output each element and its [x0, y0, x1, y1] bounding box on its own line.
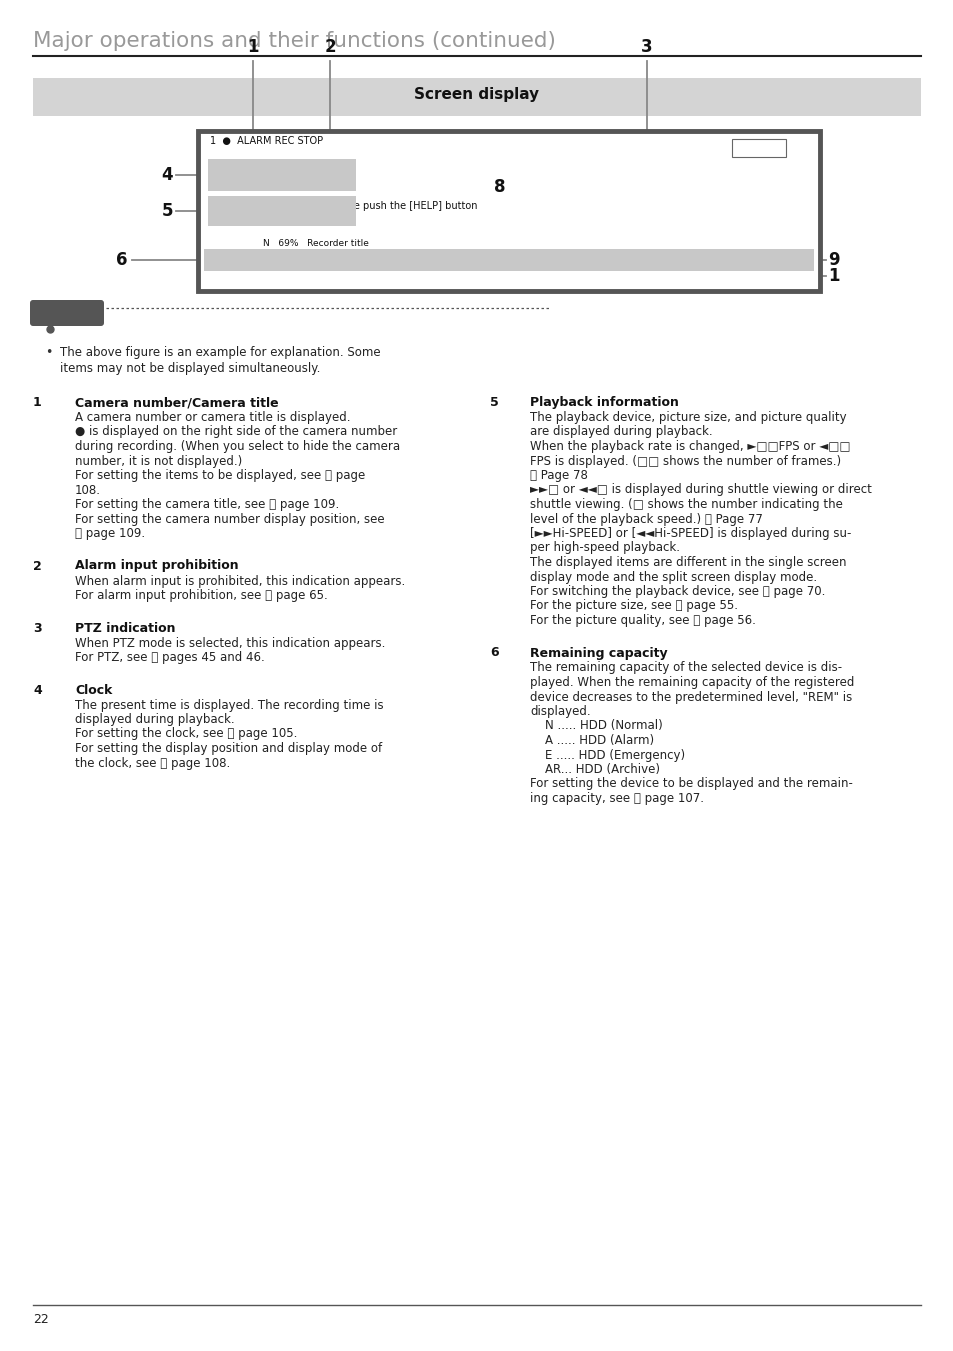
Text: For setting the display position and display mode of: For setting the display position and dis… — [75, 742, 382, 755]
Bar — [731, 139, 785, 157]
Text: 3: 3 — [33, 621, 42, 635]
Text: For setting the camera number display position, see: For setting the camera number display po… — [75, 512, 384, 526]
Text: 108.: 108. — [75, 484, 101, 497]
Text: A ..... HDD (Alarm): A ..... HDD (Alarm) — [530, 734, 654, 747]
Bar — [198, 131, 820, 290]
Text: REM: REM — [208, 251, 228, 259]
Text: Ⓡ Page 78: Ⓡ Page 78 — [530, 469, 587, 482]
Text: 8: 8 — [494, 178, 505, 196]
Text: The displayed items are different in the single screen: The displayed items are different in the… — [530, 557, 845, 569]
Text: the clock, see Ⓡ page 108.: the clock, see Ⓡ page 108. — [75, 757, 230, 770]
Text: For switching the playback device, see Ⓡ page 70.: For switching the playback device, see Ⓡ… — [530, 585, 824, 598]
Text: A   29%: A 29% — [257, 251, 293, 259]
Text: PTZ: PTZ — [737, 141, 755, 151]
Text: 1  ●  ALARM REC STOP: 1 ● ALARM REC STOP — [210, 136, 323, 146]
Text: The playback device, picture size, and picture quality: The playback device, picture size, and p… — [530, 411, 845, 424]
Bar — [208, 159, 355, 190]
Text: 6: 6 — [116, 251, 128, 269]
Text: HDD (EMR): HDD (EMR) — [212, 199, 267, 209]
Text: CIF · L3: CIF · L3 — [212, 212, 248, 222]
Text: displayed.: displayed. — [530, 705, 590, 717]
Text: Remaining capacity: Remaining capacity — [530, 647, 667, 659]
Text: 22: 22 — [33, 1313, 49, 1325]
Text: Ⓡ page 109.: Ⓡ page 109. — [75, 527, 145, 540]
Text: Playback information: Playback information — [530, 396, 679, 409]
Text: ►[SBM16]   ►[SBM16]   SYNC   [B]   COPY   ARCHIVE: ►[SBM16] ►[SBM16] SYNC [B] COPY ARCHIVE — [317, 251, 551, 259]
Text: When PTZ mode is selected, this indication appears.: When PTZ mode is selected, this indicati… — [75, 636, 385, 650]
Text: 01-19-2009 Mon: 01-19-2009 Mon — [212, 162, 292, 172]
Text: 1: 1 — [33, 396, 42, 409]
Text: For alarm input prohibition, see Ⓡ page 65.: For alarm input prohibition, see Ⓡ page … — [75, 589, 328, 603]
Text: played. When the remaining capacity of the registered: played. When the remaining capacity of t… — [530, 676, 854, 689]
Text: during recording. (When you select to hide the camera: during recording. (When you select to hi… — [75, 440, 399, 453]
Text: 3: 3 — [640, 38, 652, 55]
Text: Camera number/Camera title: Camera number/Camera title — [75, 396, 278, 409]
Text: ►►□ or ◄◄□ is displayed during shuttle viewing or direct: ►►□ or ◄◄□ is displayed during shuttle v… — [530, 484, 871, 497]
Text: number, it is not displayed.): number, it is not displayed.) — [75, 454, 242, 467]
Text: 5: 5 — [490, 396, 498, 409]
Text: Notice: Notice — [48, 305, 86, 315]
Text: 1: 1 — [827, 267, 839, 285]
Text: Please push the [HELP] button: Please push the [HELP] button — [328, 201, 477, 211]
Text: For PTZ, see Ⓡ pages 45 and 46.: For PTZ, see Ⓡ pages 45 and 46. — [75, 651, 265, 663]
Bar — [208, 196, 355, 226]
Text: ing capacity, see Ⓡ page 107.: ing capacity, see Ⓡ page 107. — [530, 792, 703, 805]
Text: When alarm input is prohibited, this indication appears.: When alarm input is prohibited, this ind… — [75, 574, 405, 588]
Text: PTZ indication: PTZ indication — [75, 621, 175, 635]
Text: Major operations and their functions (continued): Major operations and their functions (co… — [33, 31, 556, 51]
Text: 1: 1 — [247, 38, 258, 55]
Text: 15:00:45: 15:00:45 — [212, 176, 255, 186]
Text: •: • — [45, 346, 52, 359]
Text: are displayed during playback.: are displayed during playback. — [530, 426, 712, 439]
Text: The present time is displayed. The recording time is: The present time is displayed. The recor… — [75, 698, 383, 712]
Text: The remaining capacity of the selected device is dis-: The remaining capacity of the selected d… — [530, 662, 841, 674]
Text: 9: 9 — [827, 251, 839, 269]
Text: For setting the camera title, see Ⓡ page 109.: For setting the camera title, see Ⓡ page… — [75, 499, 339, 511]
Text: AR... HDD (Archive): AR... HDD (Archive) — [530, 763, 659, 775]
Text: N   69%   Recorder title: N 69% Recorder title — [263, 239, 369, 249]
Text: For setting the clock, see Ⓡ page 105.: For setting the clock, see Ⓡ page 105. — [75, 727, 297, 740]
Text: 4: 4 — [161, 166, 172, 184]
Text: level of the playback speed.) Ⓡ Page 77: level of the playback speed.) Ⓡ Page 77 — [530, 512, 762, 526]
Text: per high-speed playback.: per high-speed playback. — [530, 542, 679, 554]
FancyBboxPatch shape — [30, 300, 104, 326]
Text: Alarm input prohibition: Alarm input prohibition — [75, 559, 238, 573]
Text: 7: 7 — [364, 251, 375, 269]
Text: 4: 4 — [33, 684, 42, 697]
Text: display mode and the split screen display mode.: display mode and the split screen displa… — [530, 570, 817, 584]
Bar — [204, 249, 813, 272]
Text: FPS is displayed. (□□ shows the number of frames.): FPS is displayed. (□□ shows the number o… — [530, 454, 841, 467]
Text: For the picture size, see Ⓡ page 55.: For the picture size, see Ⓡ page 55. — [530, 600, 738, 612]
Text: When the playback rate is changed, ►□□FPS or ◄□□: When the playback rate is changed, ►□□FP… — [530, 440, 850, 453]
Text: 5: 5 — [161, 203, 172, 220]
Text: For setting the device to be displayed and the remain-: For setting the device to be displayed a… — [530, 777, 852, 790]
Text: 6: 6 — [490, 647, 498, 659]
Text: displayed during playback.: displayed during playback. — [75, 713, 234, 725]
Text: A camera number or camera title is displayed.: A camera number or camera title is displ… — [75, 411, 350, 424]
Text: Screen display: Screen display — [414, 88, 539, 103]
Bar — [33, 78, 920, 116]
Text: The above figure is an example for explanation. Some: The above figure is an example for expla… — [60, 346, 380, 359]
Text: E ..... HDD (Emergency): E ..... HDD (Emergency) — [530, 748, 684, 762]
Text: items may not be displayed simultaneously.: items may not be displayed simultaneousl… — [60, 362, 320, 376]
Text: shuttle viewing. (□ shows the number indicating the: shuttle viewing. (□ shows the number ind… — [530, 499, 842, 511]
Text: ● is displayed on the right side of the camera number: ● is displayed on the right side of the … — [75, 426, 396, 439]
Text: device decreases to the predetermined level, "REM" is: device decreases to the predetermined le… — [530, 690, 851, 704]
Text: For the picture quality, see Ⓡ page 56.: For the picture quality, see Ⓡ page 56. — [530, 613, 755, 627]
Text: 2: 2 — [33, 559, 42, 573]
Text: 2: 2 — [324, 38, 335, 55]
Text: For setting the items to be displayed, see Ⓡ page: For setting the items to be displayed, s… — [75, 469, 365, 482]
Text: N ..... HDD (Normal): N ..... HDD (Normal) — [530, 720, 662, 732]
Text: Camera title: Camera title — [368, 263, 424, 273]
Text: Clock: Clock — [75, 684, 112, 697]
Text: [►►Hi-SPEED] or [◄◄Hi-SPEED] is displayed during su-: [►►Hi-SPEED] or [◄◄Hi-SPEED] is displaye… — [530, 527, 850, 540]
